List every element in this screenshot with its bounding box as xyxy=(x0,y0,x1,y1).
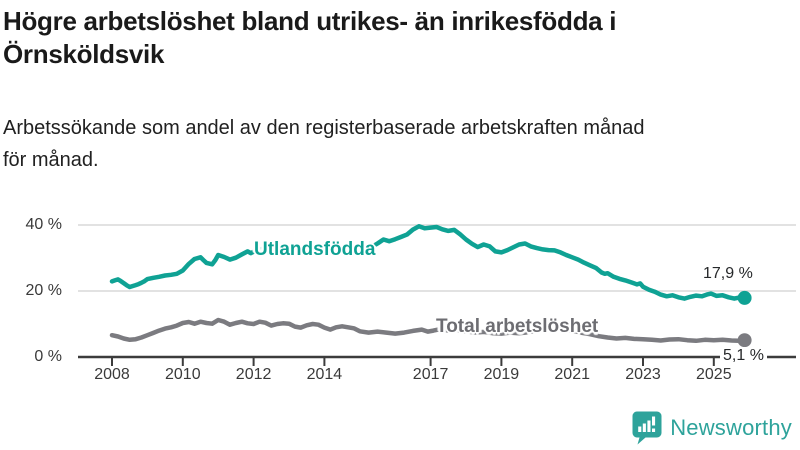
title-line-1: Högre arbetslöshet bland utrikes- än inr… xyxy=(3,6,617,36)
x-tick-label-2017: 2017 xyxy=(412,366,449,383)
end-value-total-arbetsloshet: 5,1 % xyxy=(720,347,767,365)
page-title: Högre arbetslöshet bland utrikes- än inr… xyxy=(3,5,797,71)
exclamation-stroke xyxy=(652,416,656,426)
series-line-Utlandsfödda xyxy=(109,224,747,301)
subtitle-line-1: Arbetssökande som andel av den registerb… xyxy=(3,117,645,139)
series-end-dot-Total arbetslöshet xyxy=(737,333,752,348)
chart-subtitle: Arbetssökande som andel av den registerb… xyxy=(3,112,797,176)
end-value-utlandsfodda: 17,9 % xyxy=(703,265,753,282)
x-tick-label-2023: 2023 xyxy=(625,366,661,383)
bar-icon-tall xyxy=(647,420,651,432)
bar-icon-medium xyxy=(642,423,647,432)
newsworthy-wordmark: Newsworthy xyxy=(670,415,792,440)
subtitle-line-2: för månad. xyxy=(3,149,99,171)
x-tick-label-2021: 2021 xyxy=(554,366,590,383)
exclamation-dot xyxy=(652,428,656,432)
y-tick-label-40: 40 % xyxy=(25,216,62,233)
y-tick-label-0: 0 % xyxy=(34,348,62,365)
newsworthy-speech-bubble-icon xyxy=(632,411,662,445)
x-tick-label-2008: 2008 xyxy=(94,366,130,383)
series-label-utlandsfodda: Utlandsfödda xyxy=(254,239,376,260)
x-tick-label-2019: 2019 xyxy=(483,366,520,383)
x-tick-label-2012: 2012 xyxy=(235,366,272,383)
bar-icon-small xyxy=(638,426,642,432)
newsworthy-logo: Newsworthy xyxy=(632,410,792,446)
title-line-2: Örnsköldsvik xyxy=(3,39,165,69)
series-label-total-arbetsloshet: Total arbetslöshet xyxy=(436,316,599,337)
series-line-Total arbetslöshet xyxy=(109,317,747,344)
y-tick-label-20: 20 % xyxy=(25,282,62,299)
x-tick-label-2010: 2010 xyxy=(165,366,201,383)
x-tick-label-2025: 2025 xyxy=(696,366,732,383)
series-end-dot-Utlandsfödda xyxy=(737,290,752,305)
x-tick-label-2014: 2014 xyxy=(306,366,343,383)
